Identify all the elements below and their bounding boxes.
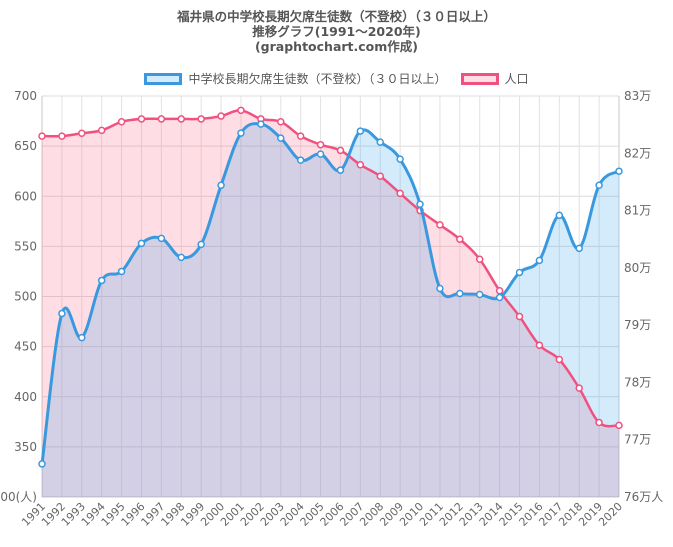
legend-swatch-population [460, 72, 499, 85]
data-point-series-1 [456, 235, 464, 243]
data-point-series-1 [336, 146, 345, 155]
legend-item-population[interactable]: 人口 [460, 70, 529, 87]
y-left-tick-label: 300(人) [0, 490, 37, 504]
data-point-series-0 [555, 211, 564, 220]
data-point-series-0 [97, 276, 106, 285]
y-left-tick-label: 400 [14, 390, 37, 404]
data-point-series-1 [38, 132, 46, 140]
legend-item-students[interactable]: 中学校長期欠席生徒数（不登校）（３０日以上） [144, 70, 447, 87]
data-point-series-0 [117, 267, 126, 276]
data-point-series-1 [177, 115, 186, 123]
data-point-series-1 [217, 112, 225, 120]
data-point-series-1 [296, 132, 305, 140]
data-point-series-1 [356, 160, 365, 169]
y-left-tick-label: 700 [14, 89, 37, 103]
y-right-tick-label: 78万 [624, 375, 651, 389]
data-point-series-1 [515, 312, 524, 321]
y-right-tick-label: 80万 [624, 261, 651, 275]
data-point-series-0 [257, 120, 265, 128]
chart-title-line-3: (graphtochart.com作成) [254, 39, 419, 54]
data-point-series-1 [137, 115, 146, 123]
data-point-series-1 [157, 115, 166, 123]
data-point-series-1 [475, 255, 484, 264]
data-point-series-0 [38, 460, 46, 468]
data-point-series-0 [277, 134, 285, 142]
data-point-series-0 [58, 309, 66, 318]
y-left-tick-label: 600 [14, 189, 37, 203]
data-point-series-0 [137, 239, 146, 248]
data-point-series-1 [376, 172, 384, 180]
data-point-series-0 [396, 155, 404, 163]
data-point-series-0 [376, 138, 384, 146]
data-point-series-1 [117, 118, 126, 126]
data-point-series-1 [197, 115, 205, 123]
data-point-series-0 [177, 253, 186, 262]
legend-label-population: 人口 [504, 72, 529, 86]
legend-swatch-students [144, 72, 183, 85]
y-right-tick-label: 77万 [624, 433, 651, 447]
data-point-series-0 [217, 181, 225, 189]
data-point-series-0 [356, 127, 365, 135]
data-point-series-0 [615, 167, 623, 175]
data-point-series-1 [555, 355, 564, 364]
y-right-tick-label: 79万 [624, 318, 651, 332]
y-left-tick-label: 450 [14, 340, 37, 354]
data-point-series-1 [495, 287, 504, 295]
chart-title-line-1: 福井県の中学校長期欠席生徒数（不登校）（３０日以上） [177, 9, 496, 24]
data-point-series-0 [535, 256, 544, 265]
y-right-tick-label: 83万 [624, 89, 651, 103]
x-tick-label: 2020 [596, 500, 625, 529]
data-point-series-1 [316, 140, 325, 149]
data-point-series-0 [495, 293, 504, 302]
data-point-series-0 [575, 244, 583, 253]
y-left-tick-label: 500 [14, 290, 37, 304]
y-right-tick-label: 81万 [624, 204, 651, 218]
y-left-tick-label: 550 [14, 239, 37, 253]
data-point-series-0 [78, 333, 86, 342]
series-area-1 [42, 110, 619, 497]
y-right-tick-label: 82万 [624, 146, 651, 160]
y-left-tick-label: 350 [14, 440, 37, 454]
data-point-series-0 [515, 268, 524, 277]
data-point-series-0 [456, 289, 464, 298]
y-left-tick-label: 650 [14, 139, 37, 153]
legend-label-students: 中学校長期欠席生徒数（不登校）（３０日以上） [188, 72, 447, 86]
data-point-series-1 [237, 106, 245, 115]
data-point-series-1 [396, 189, 404, 198]
data-point-series-1 [97, 126, 106, 135]
data-point-series-0 [197, 240, 205, 249]
data-point-series-1 [615, 421, 623, 430]
data-point-series-0 [296, 156, 305, 164]
data-point-series-0 [416, 200, 424, 209]
data-point-series-0 [157, 234, 166, 243]
data-point-series-0 [475, 290, 484, 299]
data-point-series-0 [595, 181, 603, 189]
data-point-series-1 [277, 118, 285, 126]
data-point-series-1 [58, 132, 66, 140]
series-area-0 [42, 123, 619, 497]
data-point-series-1 [595, 418, 603, 427]
data-point-series-1 [575, 384, 583, 392]
chart-title-line-2: 推移グラフ(1991〜2020年) [252, 24, 421, 39]
data-point-series-0 [316, 150, 325, 158]
data-point-series-0 [436, 284, 444, 293]
data-point-series-0 [237, 129, 245, 137]
data-point-series-0 [336, 166, 345, 174]
data-point-series-1 [78, 129, 86, 137]
chart-legend: 中学校長期欠席生徒数（不登校）（３０日以上） 人口 [0, 70, 673, 87]
data-point-series-1 [436, 221, 444, 229]
data-point-series-1 [535, 341, 544, 349]
y-right-tick-label: 76万人 [624, 490, 663, 504]
